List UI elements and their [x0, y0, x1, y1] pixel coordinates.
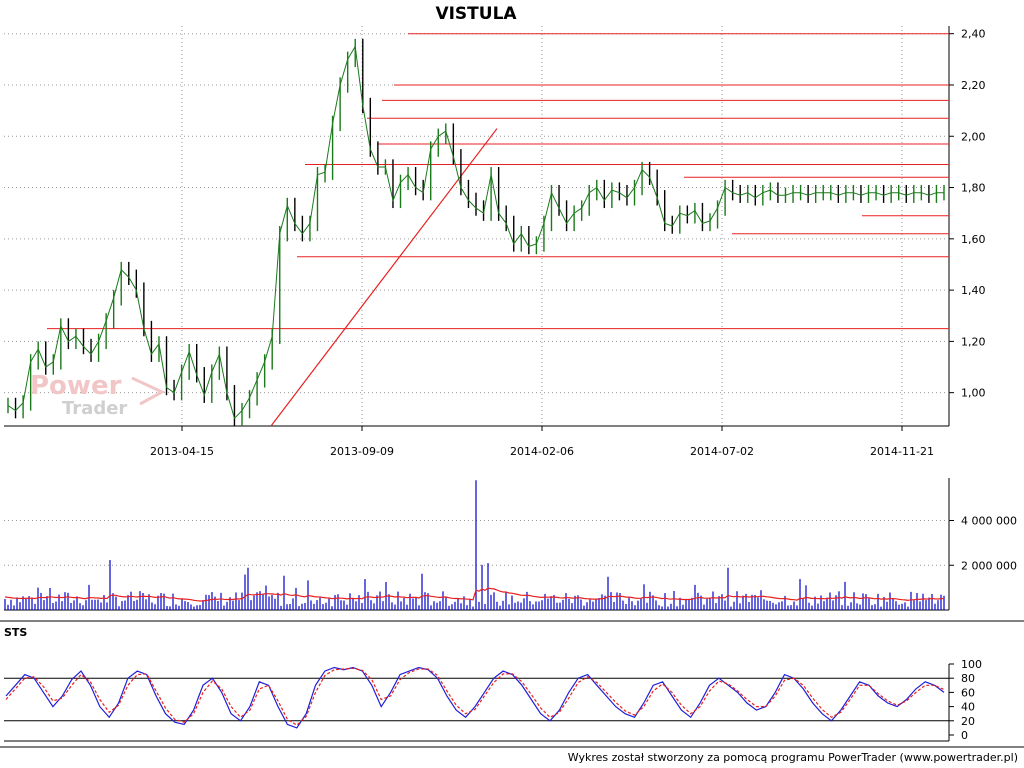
volume-panel: 4 000 000 2 000 000 [4, 478, 1017, 611]
sts-y-tick-label: 40 [961, 701, 975, 714]
sts-y-tick-label: 0 [961, 729, 968, 742]
trendline-line [270, 128, 498, 427]
sts-y-tick-label: 60 [961, 686, 975, 699]
price-y-tick-label: 1,20 [961, 335, 986, 348]
volume-bars [4, 480, 945, 610]
price-x-tick-label: 2014-02-06 [510, 445, 574, 458]
price-x-tick-label: 2013-09-09 [330, 445, 394, 458]
trendline [270, 128, 498, 427]
volume-average-line [4, 587, 945, 602]
price-grid [4, 26, 949, 426]
price-x-ticks: 2013-04-15 2013-09-09 2014-02-06 2014-07-02… [150, 426, 934, 458]
price-line [7, 44, 944, 420]
sts-grid [4, 677, 949, 722]
sts-y-tick-label: 20 [961, 715, 975, 728]
footer-credit: Wykres został stworzony za pomocą progra… [568, 751, 1018, 764]
price-y-tick-label: 2,20 [961, 79, 986, 92]
support-resistance-levels [47, 33, 949, 330]
watermark-line1: Power [30, 371, 122, 401]
sts-title: STS [4, 626, 27, 639]
price-y-tick-label: 1,60 [961, 233, 986, 246]
powertrader-watermark: Power Trader [30, 371, 166, 419]
sts-d-line [5, 667, 945, 726]
watermark-swoosh [131, 376, 166, 406]
volume-y-tick-label: 4 000 000 [961, 515, 1017, 528]
volume-y-ticks: 4 000 000 2 000 000 [949, 515, 1017, 572]
sts-k-line [5, 666, 945, 729]
sts-y-tick-label: 80 [961, 672, 975, 685]
price-y-tick-label: 1,40 [961, 284, 986, 297]
price-x-tick-label: 2013-04-15 [150, 445, 214, 458]
price-series [7, 38, 945, 426]
price-y-tick-label: 2,40 [961, 28, 986, 41]
price-y-tick-label: 1,80 [961, 182, 986, 195]
volume-y-tick-label: 2 000 000 [961, 559, 1017, 572]
price-y-tick-label: 1,00 [961, 387, 986, 400]
sts-series [5, 666, 945, 729]
sts-y-tick-label: 100 [961, 658, 982, 671]
chart-title: VISTULA [435, 4, 517, 24]
price-y-ticks: 2,40 2,20 2,00 1,80 1,60 1,40 1,20 1,00 [949, 28, 986, 400]
price-y-tick-label: 2,00 [961, 130, 986, 143]
watermark-line2: Trader [62, 398, 127, 419]
price-panel: 2,40 2,20 2,00 1,80 1,60 1,40 1,20 1,00 2013-04… [4, 26, 986, 458]
price-x-tick-label: 2014-07-02 [690, 445, 754, 458]
volume-average-path [4, 587, 945, 602]
price-x-tick-label: 2014-11-21 [870, 445, 934, 458]
